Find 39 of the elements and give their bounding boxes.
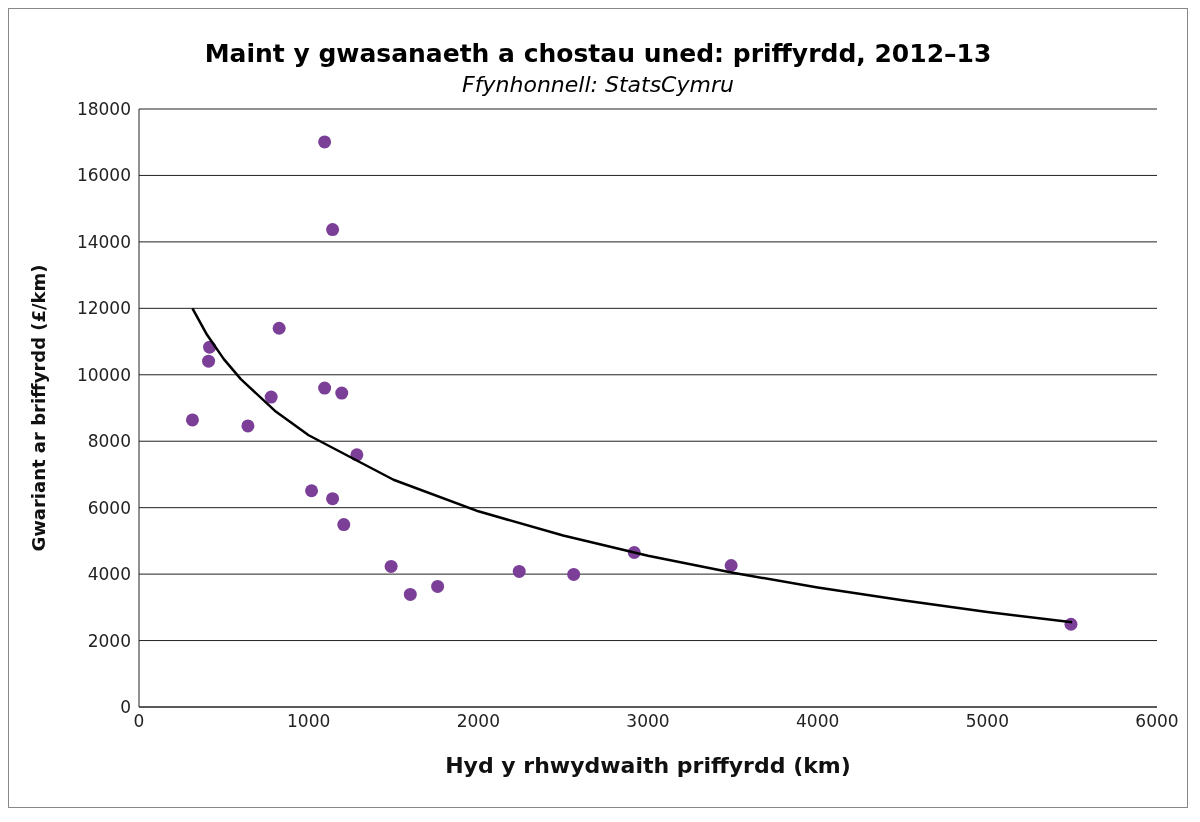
y-tick-label: 10000 <box>76 364 131 385</box>
point <box>264 390 278 404</box>
chart-subtitle: Ffynhonnell: StatsCymru <box>461 72 735 97</box>
point <box>326 223 340 237</box>
point <box>318 381 332 395</box>
point <box>305 484 319 498</box>
point <box>202 354 216 368</box>
point <box>241 419 255 433</box>
x-axis-title: Hyd y rhwydwaith priffyrdd (km) <box>445 753 851 778</box>
chart-title: Maint y gwasanaeth a chostau uned: priffyrdd, 2012–13 <box>203 39 993 68</box>
y-tick-label: 0 <box>120 697 131 718</box>
x-tick-label: 3000 <box>626 711 670 732</box>
point <box>567 567 581 581</box>
point <box>724 558 738 572</box>
point <box>403 587 417 601</box>
x-tick-label: 4000 <box>796 711 840 732</box>
point <box>272 321 286 335</box>
point <box>337 518 351 532</box>
point <box>431 579 445 593</box>
y-tick-label: 18000 <box>76 99 131 120</box>
y-tick-label: 6000 <box>87 497 131 518</box>
x-tick-label: 6000 <box>1135 711 1179 732</box>
point <box>512 564 526 578</box>
y-tick-label: 4000 <box>87 564 131 585</box>
y-tick-label: 8000 <box>87 431 131 452</box>
y-tick-label: 2000 <box>87 630 131 651</box>
point <box>335 386 349 400</box>
point <box>384 559 398 573</box>
point <box>185 413 199 427</box>
y-tick-label: 12000 <box>76 298 131 319</box>
x-tick-label: 2000 <box>456 711 500 732</box>
x-tick-label: 5000 <box>965 711 1009 732</box>
x-tick-label: 1000 <box>287 711 331 732</box>
y-axis-title: Gwariant ar briffyrdd (£/km) <box>28 264 50 552</box>
y-tick-label: 16000 <box>76 165 131 186</box>
y-tick-label: 14000 <box>76 231 131 252</box>
point <box>326 492 340 506</box>
point <box>318 135 332 149</box>
x-tick-label: 0 <box>133 711 145 732</box>
